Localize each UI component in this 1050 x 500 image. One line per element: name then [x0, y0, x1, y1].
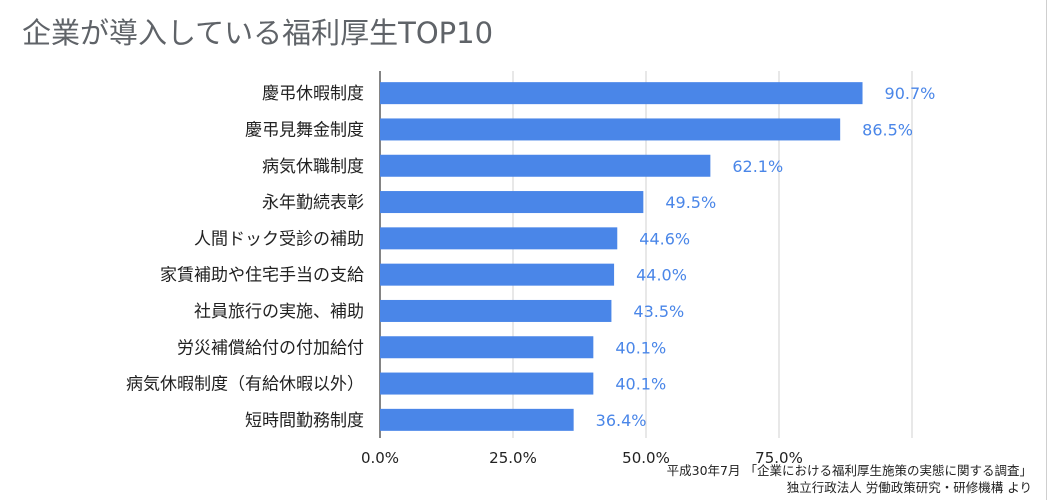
bar — [380, 82, 863, 105]
data-label: 49.5% — [665, 193, 716, 212]
data-label: 43.5% — [633, 302, 684, 321]
x-tick-label: 75.0% — [755, 449, 803, 467]
category-label: 家賃補助や住宅手当の支給 — [160, 266, 364, 286]
bars — [380, 82, 863, 431]
data-label: 40.1% — [615, 375, 666, 394]
bar — [380, 299, 612, 322]
chart-title: 企業が導入している福利厚生TOP10 — [22, 16, 494, 50]
frame-edge — [1046, 0, 1047, 500]
data-label: 62.1% — [732, 157, 783, 176]
source-line-2: 独立行政法人 労働政策研究・研修機構 より — [786, 480, 1032, 495]
data-label: 90.7% — [885, 84, 936, 103]
bar — [380, 408, 574, 431]
category-labels: 慶弔休暇制度慶弔見舞金制度病気休職制度永年勤続表彰人間ドック受診の補助家賃補助や… — [126, 84, 364, 431]
bar — [380, 263, 615, 286]
bar — [380, 191, 644, 214]
x-tick-label: 0.0% — [361, 449, 399, 467]
source-note: 平成30年7月 「企業における福利厚生施策の実態に関する調査」 独立行政法人 労… — [667, 462, 1032, 496]
x-tick-label: 25.0% — [489, 449, 537, 467]
category-label: 社員旅行の実施、補助 — [194, 302, 364, 322]
category-label: 短時間勤務制度 — [245, 411, 364, 431]
data-label: 40.1% — [615, 338, 666, 357]
category-label: 病気休暇制度（有給休暇以外） — [126, 375, 364, 395]
x-tick-label: 50.0% — [622, 449, 670, 467]
category-label: 人間ドック受診の補助 — [194, 229, 364, 249]
bar — [380, 118, 841, 141]
data-label: 44.0% — [636, 266, 687, 285]
bar — [380, 227, 618, 250]
data-label: 44.6% — [639, 229, 690, 248]
category-label: 慶弔見舞金制度 — [245, 120, 364, 140]
bar — [380, 154, 711, 177]
category-label: 慶弔休暇制度 — [262, 84, 364, 104]
value-labels: 90.7% 86.5% 62.1% 49.5% 44.6% 44.0% 43.5% 40.1%… — [596, 84, 936, 430]
data-label: 86.5% — [862, 120, 913, 139]
category-label: 病気休職制度 — [262, 157, 364, 177]
x-tick-labels: 0.0% 25.0% 50.0% 75.0% — [361, 449, 803, 467]
source-line-1: 平成30年7月 「企業における福利厚生施策の実態に関する調査」 — [666, 463, 1032, 478]
category-label: 労災補償給付の付加給付 — [177, 338, 364, 358]
category-label: 永年勤続表彰 — [262, 193, 364, 213]
data-label: 36.4% — [596, 411, 647, 430]
bar — [380, 372, 594, 395]
bar — [380, 336, 594, 359]
